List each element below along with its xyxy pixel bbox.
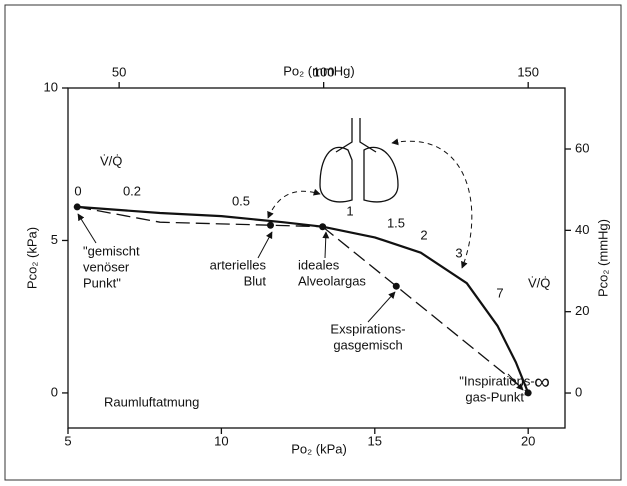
vq-label: 3 bbox=[455, 245, 462, 260]
y2-tick-label: 20 bbox=[575, 303, 589, 318]
annotation: "gemischt bbox=[83, 243, 140, 258]
annotation: gas-Punkt" bbox=[465, 389, 529, 404]
y-tick-label: 10 bbox=[44, 79, 58, 94]
x-tick-label: 20 bbox=[521, 433, 535, 448]
annotation: Alveolargas bbox=[298, 273, 366, 288]
annotation: Blut bbox=[244, 273, 267, 288]
y-tick-label: 5 bbox=[51, 232, 58, 247]
vq-label: ∞ bbox=[534, 369, 550, 394]
x2-tick-label: 150 bbox=[517, 64, 539, 79]
condition-label: Raumluftatmung bbox=[104, 394, 199, 409]
vq-label: 1 bbox=[346, 203, 353, 218]
point bbox=[319, 223, 327, 231]
dashed-line bbox=[322, 226, 529, 394]
point bbox=[266, 221, 274, 229]
vq-label: 0 bbox=[74, 183, 81, 198]
y-axis-label: Pco₂ (kPa) bbox=[24, 227, 39, 289]
x2-tick-label: 100 bbox=[313, 64, 335, 79]
point bbox=[73, 203, 81, 211]
x-tick-label: 10 bbox=[214, 433, 228, 448]
annotation: Exspirations- bbox=[330, 321, 405, 336]
x2-tick-label: 50 bbox=[112, 64, 126, 79]
frame bbox=[4, 4, 622, 481]
label-arrows bbox=[77, 213, 524, 391]
y2-tick-label: 0 bbox=[575, 384, 582, 399]
point bbox=[392, 282, 400, 290]
x-tick-label: 15 bbox=[368, 433, 382, 448]
y2-tick-label: 40 bbox=[575, 222, 589, 237]
vq-symbol: V̇/Q̇ bbox=[528, 275, 550, 290]
annotation: Punkt" bbox=[83, 275, 121, 290]
lung-icon bbox=[319, 118, 399, 203]
vq-label: 7 bbox=[496, 285, 503, 300]
dashed-arrow bbox=[391, 138, 473, 269]
vq-curve bbox=[77, 205, 530, 394]
dashed-arrow bbox=[267, 188, 321, 219]
vq-label: 2 bbox=[420, 227, 427, 242]
plot-frame bbox=[67, 87, 566, 429]
annotation: "Inspirations- bbox=[459, 373, 534, 388]
top-axis-label: Po₂ (mmHg) bbox=[283, 63, 355, 78]
x-axis-label: Po₂ (kPa) bbox=[291, 441, 347, 456]
annotation: venöser bbox=[83, 259, 130, 274]
dashed-line bbox=[77, 206, 323, 228]
vq-label: 0.5 bbox=[232, 193, 250, 208]
x-tick-label: 5 bbox=[64, 433, 71, 448]
y2-axis-label: Pco₂ (mmHg) bbox=[595, 219, 610, 297]
y2-tick-label: 60 bbox=[575, 140, 589, 155]
y-tick-label: 0 bbox=[51, 384, 58, 399]
annotation: ideales bbox=[298, 257, 340, 272]
annotation: arterielles bbox=[210, 257, 267, 272]
point bbox=[524, 389, 532, 397]
vq-label: 1.5 bbox=[387, 215, 405, 230]
vq-symbol: V̇/Q̇ bbox=[100, 153, 122, 168]
vq-label: 0.2 bbox=[123, 183, 141, 198]
annotation: gasgemisch bbox=[333, 337, 402, 352]
